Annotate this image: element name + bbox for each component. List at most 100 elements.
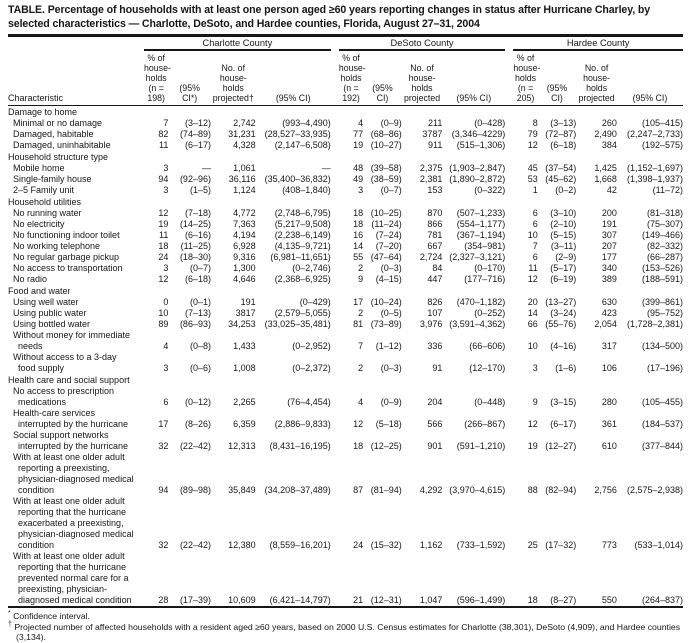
value-cell: (11–25): [180, 241, 211, 251]
col-header-pct-hardee: % of house- holds (n = 205): [513, 50, 540, 106]
value-cell: 667: [427, 241, 443, 251]
column-spacer: [505, 551, 513, 607]
value-cell: (533–1,014): [634, 540, 683, 550]
col-header-projected-desoto: No. of house- holds projected: [401, 50, 443, 106]
table-row: Damaged, habitable 82 (74–89) 31,231 (28,527…: [8, 129, 683, 140]
row-label: No regular garbage pickup: [13, 252, 120, 262]
value-cell: (1,890–2,872): [449, 174, 506, 184]
column-spacer: [505, 208, 513, 219]
value-cell: 10: [158, 308, 169, 318]
value-cell: 566: [427, 419, 443, 429]
column-spacer: [505, 352, 513, 374]
value-cell: 94: [158, 485, 169, 495]
value-cell: (89–98): [179, 485, 211, 495]
value-cell: (6–17): [550, 419, 577, 429]
row-label: Mobile home: [13, 163, 65, 173]
value-cell: (0–2,952): [292, 341, 331, 351]
value-cell: (2,247–2,733): [626, 129, 683, 139]
value-cell: 77: [353, 129, 364, 139]
value-cell: 423: [601, 308, 617, 318]
value-cell: (5–17): [550, 263, 577, 273]
value-cell: 20: [527, 297, 538, 307]
value-cell: (4–15): [375, 274, 402, 284]
value-cell: 340: [601, 263, 617, 273]
value-cell: (2,748–6,795): [274, 208, 331, 218]
column-spacer: [331, 174, 339, 185]
value-cell: 35,849: [228, 485, 256, 495]
column-spacer: [505, 241, 513, 252]
value-cell: 6,928: [233, 241, 256, 251]
col-header-projected-hardee: No. of house- holds projected: [576, 50, 617, 106]
value-cell: 3: [532, 363, 538, 373]
section-label: Health care and social support: [8, 375, 130, 385]
value-cell: (6,421–14,797): [269, 595, 331, 605]
value-cell: 42: [606, 185, 617, 195]
value-cell: 3: [358, 185, 364, 195]
row-label: Without money for immediate needs: [13, 330, 131, 351]
table-title: TABLE. Percentage of households with at …: [8, 4, 651, 30]
column-spacer: [331, 408, 339, 430]
column-spacer: [505, 274, 513, 285]
value-cell: 84: [432, 263, 443, 273]
value-cell: (39–58): [370, 163, 402, 173]
value-cell: 280: [601, 397, 617, 407]
value-cell: 7,363: [233, 219, 256, 229]
column-spacer: [331, 430, 339, 452]
col-header-pct-charlotte: % of house- holds (n = 198): [144, 50, 171, 106]
value-cell: 32: [158, 540, 169, 550]
value-cell: 6: [163, 397, 169, 407]
column-spacer: [331, 386, 339, 408]
value-cell: (8–27): [550, 595, 577, 605]
value-cell: (266–867): [464, 419, 506, 429]
value-cell: (0–448): [474, 397, 506, 407]
value-cell: 79: [527, 129, 538, 139]
value-cell: 4,646: [233, 274, 256, 284]
value-cell: (3–24): [550, 308, 577, 318]
value-cell: 336: [427, 341, 443, 351]
value-cell: (2–9): [555, 252, 577, 262]
section-row: Household utilities: [8, 196, 683, 208]
table-row: No running water 12 (7–18) 4,772 (2,748–6,79…: [8, 208, 683, 219]
column-spacer: [331, 118, 339, 129]
value-cell: (408–1,840): [282, 185, 331, 195]
column-header-row: Characteristic % of house- holds (n = 19…: [8, 50, 683, 106]
value-cell: 12,313: [228, 441, 256, 451]
value-cell: (11–72): [652, 185, 683, 195]
footnote-marker: *: [8, 610, 11, 618]
value-cell: 2,490: [594, 129, 617, 139]
table-row: Social support networks interrupted by t…: [8, 430, 683, 452]
value-cell: (6–18): [550, 140, 577, 150]
value-cell: (0–2,372): [292, 363, 331, 373]
value-cell: 24: [353, 540, 364, 550]
value-cell: 4: [358, 397, 364, 407]
value-cell: 177: [601, 252, 617, 262]
table-row: Health-care services interrupted by the …: [8, 408, 683, 430]
value-cell: (1–12): [375, 341, 402, 351]
value-cell: 1,433: [233, 341, 256, 351]
value-cell: (55–76): [545, 319, 577, 329]
value-cell: (22–42): [179, 540, 211, 550]
column-spacer: [331, 330, 339, 352]
value-cell: 17: [353, 297, 364, 307]
value-cell: (95–752): [646, 308, 683, 318]
value-cell: (6,981–11,651): [270, 252, 331, 262]
value-cell: (12–31): [370, 595, 402, 605]
section-label: Damage to home: [8, 107, 78, 117]
value-cell: (993–4,490): [282, 118, 331, 128]
value-cell: (0–428): [474, 118, 506, 128]
value-cell: 12,380: [228, 540, 256, 550]
value-cell: 28: [158, 595, 169, 605]
value-cell: 53: [527, 174, 538, 184]
value-cell: 4,194: [233, 230, 256, 240]
table-row: No functioning indoor toilet 11 (6–16) 4,19…: [8, 230, 683, 241]
column-spacer: [331, 452, 339, 496]
value-cell: (1,152–1,697): [626, 163, 683, 173]
value-cell: 870: [427, 208, 443, 218]
column-spacer: [331, 274, 339, 285]
col-header-projected-ci-desoto: (95% CI): [442, 50, 506, 106]
value-cell: 3: [163, 263, 169, 273]
value-cell: 389: [601, 274, 617, 284]
row-label: With at least one older adult reporting …: [13, 496, 134, 550]
value-cell: (8–26): [184, 419, 211, 429]
value-cell: (6–18): [184, 274, 211, 284]
